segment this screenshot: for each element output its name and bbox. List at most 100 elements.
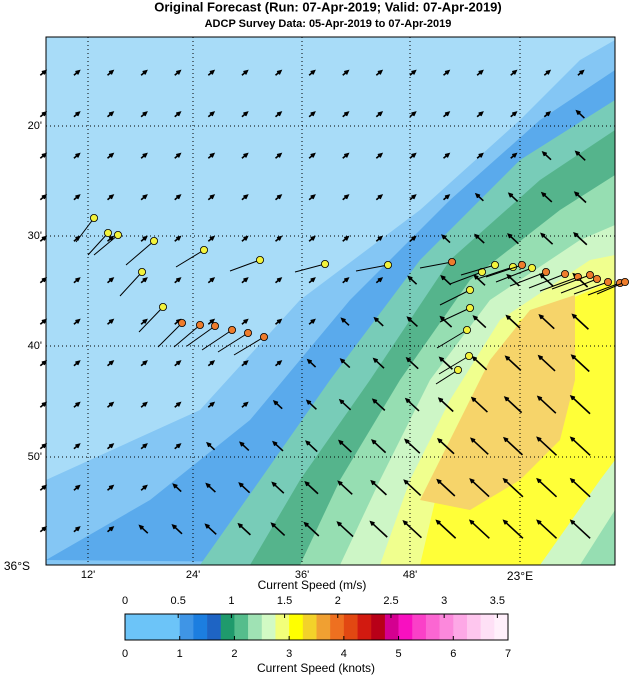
lat-label: 20' [28, 120, 42, 132]
arrow [409, 69, 417, 76]
arrow [39, 360, 48, 367]
lon-label: 12' [81, 569, 95, 581]
arrow [305, 399, 317, 410]
obs-stick [173, 324, 201, 348]
obs-stick [596, 281, 626, 295]
arrow [39, 69, 48, 76]
arrow [241, 401, 249, 408]
arrow [573, 231, 588, 246]
arrow [338, 398, 352, 411]
arrow [207, 235, 216, 242]
obs-stick [75, 217, 95, 243]
arrow [241, 318, 249, 325]
obs-point [114, 230, 123, 239]
arrow [409, 111, 417, 118]
colorbar-tick-label: 2.5 [383, 595, 398, 607]
arrow [505, 314, 521, 329]
colorbar-swatch [453, 614, 468, 640]
colorbar-tick-label: 3 [441, 595, 447, 607]
arrow [336, 521, 354, 538]
grid [46, 37, 615, 565]
arrow [371, 398, 386, 411]
arrow [272, 440, 284, 452]
arrow [409, 235, 417, 242]
arrow [303, 521, 320, 537]
obs-point [464, 351, 473, 360]
colorbar-swatch [439, 614, 454, 640]
arrow [474, 192, 484, 202]
obs-stick [229, 259, 261, 272]
arrow [174, 194, 182, 201]
obs-point [528, 263, 537, 272]
arrow [140, 111, 148, 118]
arrow [375, 194, 384, 201]
lon-label: 36' [295, 569, 309, 581]
arrow [536, 519, 558, 539]
arrow [39, 484, 48, 491]
colorbar-swatch [193, 614, 208, 640]
obs-point [621, 277, 630, 286]
arrow [504, 355, 522, 371]
lon-labels: 12' 24' 36' 48' 23°E [81, 569, 533, 583]
obs-stick [138, 306, 164, 333]
arrow [469, 478, 490, 498]
arrow [375, 111, 384, 118]
arrow [73, 401, 81, 408]
colorbar-frame [124, 613, 509, 641]
arrow [473, 274, 486, 286]
colorbar-tick-label: 3 [286, 648, 292, 660]
current-arrows [39, 69, 591, 539]
obs-point [137, 267, 146, 276]
arrow [206, 441, 216, 451]
arrow [404, 438, 421, 454]
arrow [369, 520, 388, 538]
arrow [339, 358, 351, 369]
lat-label: 30' [28, 230, 42, 242]
obs-point [320, 259, 329, 268]
arrow [375, 69, 384, 76]
colorbar-tick-label: 0.5 [171, 595, 186, 607]
arrow [538, 314, 555, 330]
arrow [241, 277, 249, 284]
arrow [569, 436, 591, 456]
arrow [275, 360, 283, 367]
arrow [472, 315, 487, 329]
obs-point [490, 260, 499, 269]
arrow [405, 357, 419, 370]
arrow [174, 401, 182, 408]
obs-point [586, 270, 595, 279]
obs-stick [438, 355, 470, 375]
arrow [140, 235, 148, 242]
obs-stick [539, 276, 579, 292]
arrow [476, 111, 484, 118]
colorbar-swatch [466, 614, 481, 640]
arrow [437, 397, 454, 413]
arrow [305, 440, 318, 453]
arrow [342, 194, 350, 201]
arrow [308, 69, 316, 76]
colorbar-swatch [412, 614, 427, 640]
colorbar-tick-label: 7 [505, 648, 511, 660]
obs-stick [509, 271, 547, 287]
arrow [275, 111, 283, 118]
obs-stick [560, 278, 598, 294]
arrow [543, 111, 552, 118]
colorbar-swatch [480, 614, 495, 640]
obs-stick [439, 307, 471, 323]
obs-stick [551, 274, 591, 290]
arrow [406, 316, 418, 328]
arrow [543, 69, 552, 76]
arrow [237, 522, 251, 536]
arrow [537, 354, 556, 372]
arrow [39, 277, 48, 284]
obs-stick [119, 271, 143, 297]
arrow [107, 318, 115, 325]
arrow [536, 477, 558, 498]
obs-stick [87, 232, 109, 256]
obs-stick [435, 369, 459, 385]
obs-point [604, 277, 613, 286]
arrow [140, 318, 148, 325]
arrow [73, 69, 81, 76]
arrow [138, 524, 149, 534]
arrow [39, 111, 48, 118]
